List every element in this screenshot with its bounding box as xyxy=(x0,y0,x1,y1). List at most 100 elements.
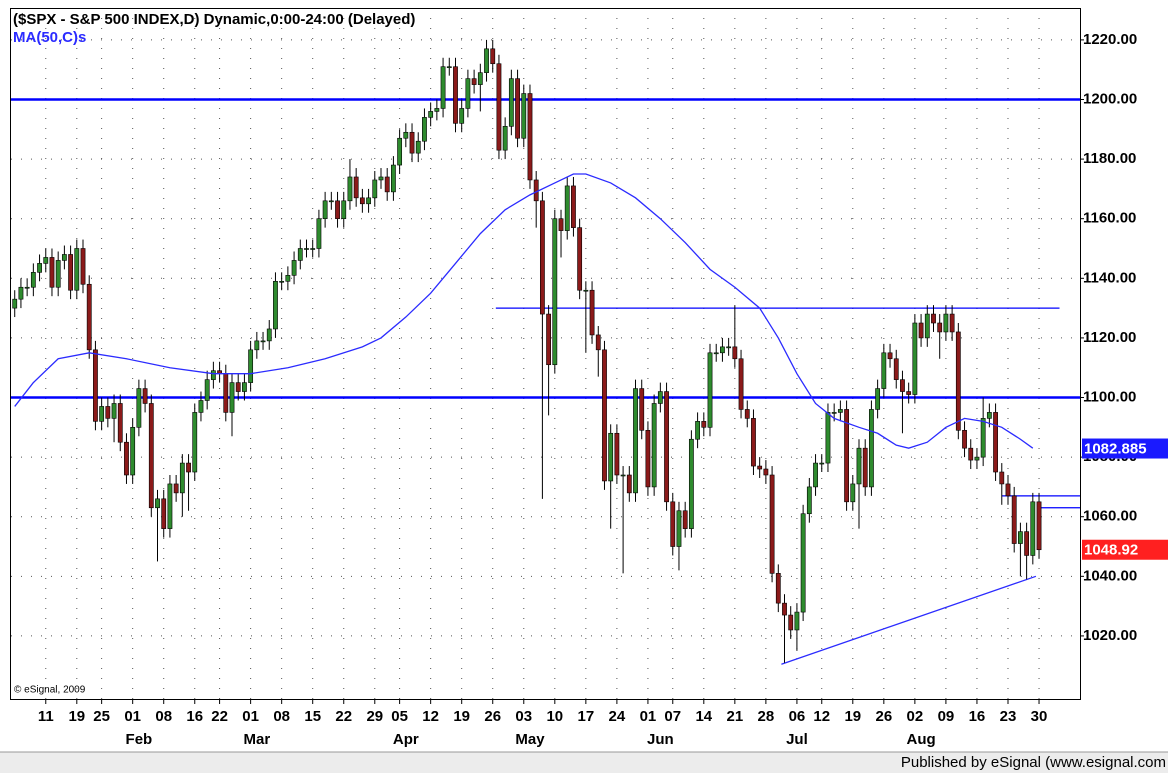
candle-body xyxy=(155,498,160,509)
x-tick-label: 11 xyxy=(38,708,54,725)
month-label: Apr xyxy=(393,731,419,748)
copyright: © eSignal, 2009 xyxy=(14,685,86,696)
candle-body xyxy=(763,468,769,476)
y-tick-label: 1220.00 xyxy=(1083,31,1137,48)
candle-body xyxy=(260,340,266,343)
candle-body xyxy=(148,403,154,509)
y-tick-label: 1060.00 xyxy=(1083,508,1137,525)
candle-body xyxy=(825,412,831,464)
candle-body xyxy=(782,602,787,616)
candle-body xyxy=(924,313,930,339)
x-tick-label: 19 xyxy=(68,708,85,725)
candle-body xyxy=(564,185,570,231)
y-tick-label: 1120.00 xyxy=(1083,329,1136,346)
footer-bar xyxy=(0,752,1168,773)
y-tick-label: 1100.00 xyxy=(1083,388,1136,405)
candle-body xyxy=(1024,531,1030,556)
candle-body xyxy=(30,272,36,288)
candle-body xyxy=(471,78,477,85)
candle-body xyxy=(589,289,595,336)
x-tick-label: 19 xyxy=(453,708,470,725)
x-tick-label: 19 xyxy=(844,708,861,725)
month-label: Mar xyxy=(243,731,270,748)
month-label: May xyxy=(515,731,545,748)
candle-body xyxy=(465,78,471,109)
candle-body xyxy=(229,382,235,413)
candle-body xyxy=(86,283,92,351)
x-tick-label: 01 xyxy=(640,708,657,725)
candle-body xyxy=(800,513,806,613)
candle-body xyxy=(744,409,750,419)
candle-body xyxy=(726,346,732,349)
candle-body xyxy=(18,286,24,300)
candle-body xyxy=(142,388,148,404)
candle-body xyxy=(869,409,874,488)
month-label: Aug xyxy=(906,731,935,748)
candle-body xyxy=(111,403,117,419)
candle-body xyxy=(68,254,73,291)
candle-body xyxy=(645,429,651,488)
candle-body xyxy=(490,48,496,65)
candle-body xyxy=(37,263,42,273)
candle-body xyxy=(546,313,552,366)
candle-body xyxy=(682,510,688,529)
candle-body xyxy=(1030,501,1036,556)
candle-body xyxy=(887,352,893,360)
candle-body xyxy=(664,391,669,503)
candle-body xyxy=(136,388,142,428)
candle-body xyxy=(527,93,533,181)
x-tick-label: 08 xyxy=(273,708,290,725)
candle-body xyxy=(986,412,992,419)
candle-body xyxy=(440,66,446,109)
x-tick-label: 10 xyxy=(546,708,563,725)
candle-body xyxy=(968,447,974,461)
candle-body xyxy=(602,349,607,482)
x-tick-label: 25 xyxy=(93,708,110,725)
candle-body xyxy=(1036,501,1042,551)
x-tick-label: 24 xyxy=(609,708,626,725)
candle-body xyxy=(310,248,316,250)
candle-body xyxy=(484,48,489,73)
x-tick-label: 14 xyxy=(695,708,712,725)
x-tick-label: 02 xyxy=(907,708,924,725)
x-tick-label: 28 xyxy=(758,708,775,725)
candle-body xyxy=(751,418,756,467)
candle-body xyxy=(695,421,700,440)
candle-body xyxy=(949,313,955,333)
x-tick-label: 17 xyxy=(578,708,595,725)
candle-body xyxy=(335,200,340,219)
candle-body xyxy=(831,412,837,414)
candle-body xyxy=(372,179,378,199)
candle-body xyxy=(130,427,136,476)
x-tick-label: 01 xyxy=(242,708,259,725)
x-tick-label: 16 xyxy=(969,708,986,725)
candle-body xyxy=(875,388,881,410)
candle-body xyxy=(1011,495,1017,544)
candle-body xyxy=(161,498,167,529)
candle-body xyxy=(1005,483,1011,497)
candle-body xyxy=(192,412,198,473)
candle-body xyxy=(204,379,210,401)
candle-body xyxy=(508,78,514,127)
candle-body xyxy=(428,111,434,118)
candle-body xyxy=(974,456,980,461)
candle-body xyxy=(235,382,241,392)
x-tick-label: 08 xyxy=(155,708,172,725)
price-tag xyxy=(1082,438,1168,459)
ma-legend: MA(50,C)s xyxy=(13,29,86,46)
candle-body xyxy=(707,352,713,428)
candle-body xyxy=(223,373,229,413)
x-tick-label: 23 xyxy=(1000,708,1017,725)
x-tick-label: 22 xyxy=(211,708,228,725)
x-tick-label: 12 xyxy=(422,708,439,725)
candle-body xyxy=(105,406,111,419)
candle-body xyxy=(651,403,657,488)
candle-body xyxy=(583,289,589,292)
candle-body xyxy=(434,108,440,112)
candle-body xyxy=(117,403,123,443)
candle-body xyxy=(43,257,49,264)
x-tick-label: 05 xyxy=(391,708,408,725)
candle-body xyxy=(539,200,545,315)
candle-body xyxy=(999,471,1005,485)
